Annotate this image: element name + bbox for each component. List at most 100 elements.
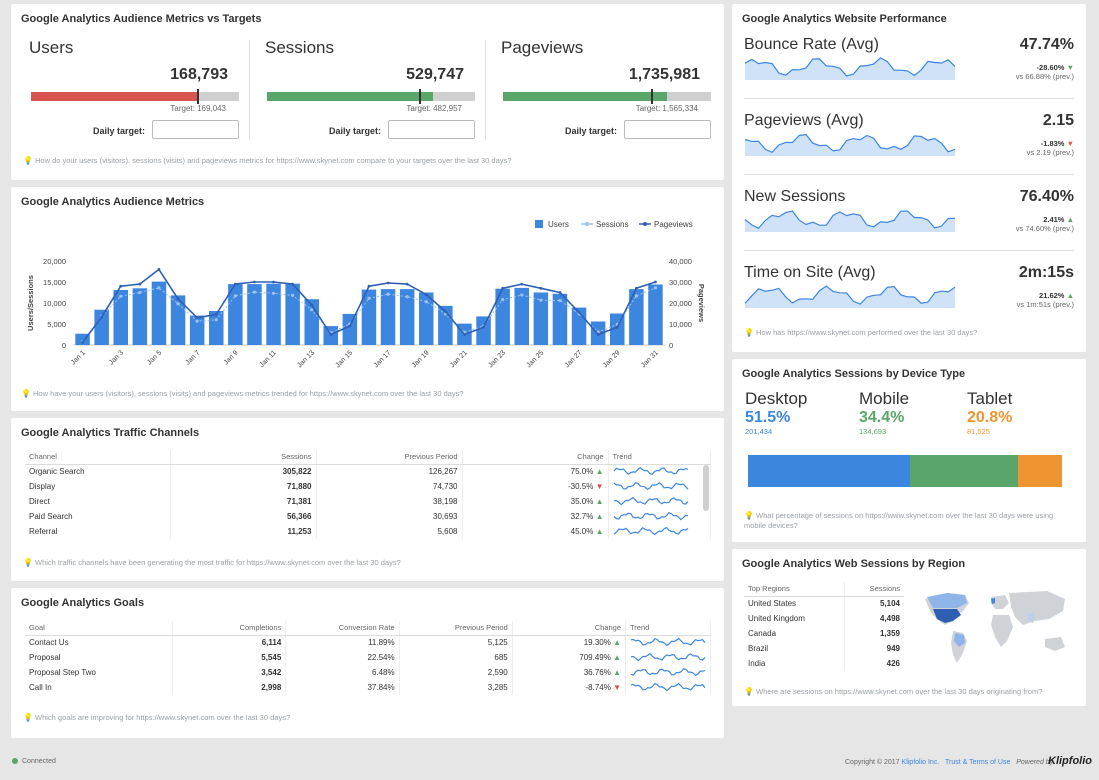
point-sessions <box>386 292 390 296</box>
perf-change: 2.41% ▲ <box>1043 215 1074 224</box>
table-row[interactable]: Call In 2,998 37.84% 3,285 -8.74% ▼ <box>25 680 711 695</box>
traffic-title: Google Analytics Traffic Channels <box>21 427 200 439</box>
sparkline-line <box>744 57 956 77</box>
powered-by-text: Powered by <box>1016 759 1054 766</box>
col-previous[interactable]: Previous Period <box>316 450 463 465</box>
traffic-hint: 💡 Which traffic channels have been genera… <box>23 558 401 567</box>
daily-target-input[interactable] <box>152 120 239 139</box>
table-row[interactable]: Referral 11,253 5,608 45.0% ▲ <box>25 524 711 539</box>
channel-name: Display <box>25 479 171 494</box>
point-sessions <box>233 294 237 298</box>
point-pageviews <box>577 311 581 314</box>
point-sessions <box>367 296 371 300</box>
metric-users: Users 168,793 Target: 169,043 Daily targ… <box>23 38 239 148</box>
previous-value: 2,590 <box>399 665 513 680</box>
x-tick-label: Jan 1 <box>70 349 87 366</box>
col-channel[interactable]: Channel <box>25 450 171 465</box>
sparkline <box>613 481 688 490</box>
perf-previous: vs 1m:51s (prev.) <box>1016 300 1074 309</box>
col-change[interactable]: Change <box>512 621 627 636</box>
regions-hint: 💡 Where are sessions on https://www.skyne… <box>744 687 1042 696</box>
sparkline <box>613 466 688 475</box>
channel-name: Referral <box>25 524 171 539</box>
daily-target-label: Daily target: <box>93 126 146 136</box>
canada-region <box>927 593 967 608</box>
daily-target-input[interactable] <box>624 120 711 139</box>
goals-title: Google Analytics Goals <box>21 597 145 609</box>
table-row[interactable]: Display 71,880 74,730 -30.5% ▼ <box>25 479 711 494</box>
point-sessions <box>157 286 161 290</box>
perf-name: Bounce Rate (Avg) <box>744 36 879 53</box>
table-row[interactable]: Contact Us 6,114 11.89% 5,125 19.30% ▲ <box>25 635 711 650</box>
bar-users <box>209 311 224 345</box>
arrow-down-icon: ▼ <box>613 683 621 692</box>
table-row[interactable]: Canada 1,359 <box>744 626 904 641</box>
daily-target-input[interactable] <box>388 120 475 139</box>
table-row[interactable]: Proposal Step Two 3,542 6.48% 2,590 36.76% ▲ <box>25 665 711 680</box>
device-bar-segment-mobile[interactable] <box>909 455 1018 487</box>
table-row[interactable]: Brazil 949 <box>744 641 904 656</box>
company-link[interactable]: Klipfolio Inc. <box>901 759 940 766</box>
table-row[interactable]: United Kingdom 4,498 <box>744 611 904 626</box>
table-row[interactable]: Organic Search 305,822 126,267 75.0% ▲ <box>25 464 711 479</box>
hint-text: How do your users (visitors), sessions (… <box>35 156 512 165</box>
status-dot-icon <box>12 758 18 765</box>
table-row[interactable]: India 426 <box>744 656 904 671</box>
col-change[interactable]: Change <box>462 450 609 465</box>
col-sessions[interactable]: Sessions <box>844 582 904 597</box>
sparkline <box>744 57 956 80</box>
point-pageviews <box>520 282 524 286</box>
col-previous[interactable]: Previous Period <box>399 621 513 636</box>
legend-label: Users <box>548 220 569 229</box>
arrow-up-icon: ▲ <box>1066 291 1074 300</box>
sparkline-line <box>613 526 688 535</box>
x-tick-label: Jan 21 <box>449 349 469 369</box>
perf-value: 47.74% <box>1019 36 1074 53</box>
world-map[interactable] <box>917 581 1077 671</box>
region-sessions: 949 <box>886 644 900 653</box>
divider <box>744 250 1074 251</box>
terms-link[interactable]: Trust & Terms of Use <box>945 759 1011 766</box>
previous-value: 5,125 <box>399 635 513 650</box>
table-row[interactable]: Direct 71,381 38,198 35.0% ▲ <box>25 494 711 509</box>
channel-name: Organic Search <box>25 464 171 479</box>
bar-users <box>399 289 415 345</box>
table-row[interactable]: Paid Search 56,366 30,693 32.7% ▲ <box>25 509 711 524</box>
arrow-up-icon: ▲ <box>1066 215 1074 224</box>
col-goal[interactable]: Goal <box>25 621 173 636</box>
previous-value: 74,730 <box>316 479 463 494</box>
device-bar-segment-tablet[interactable] <box>1017 455 1062 487</box>
perf-value: 2m:15s <box>1018 264 1074 281</box>
scrollbar[interactable] <box>703 465 709 511</box>
arrow-up-icon: ▲ <box>595 512 604 521</box>
previous-value: 30,693 <box>316 509 463 524</box>
col-rate[interactable]: Conversion Rate <box>285 621 400 636</box>
goals-panel: Google Analytics Goals Goal Completions … <box>11 588 724 738</box>
perf-previous: vs 74.60% (prev.) <box>1015 224 1074 233</box>
device-desktop: Desktop 51.5% 201,434 <box>745 389 807 436</box>
point-sessions <box>539 298 543 302</box>
point-pageviews <box>195 316 199 320</box>
device-name: Mobile <box>859 389 910 408</box>
sessions-value: 71,381 <box>170 494 317 509</box>
col-sessions[interactable]: Sessions <box>170 450 317 465</box>
sessions-value: 11,253 <box>170 524 317 539</box>
copyright-text: Copyright © 2017 <box>845 759 900 766</box>
progress-fill <box>267 92 434 101</box>
device-bar-segment-desktop[interactable] <box>748 455 910 487</box>
y-tick-label: 20,000 <box>43 257 66 266</box>
col-trend: Trend <box>625 621 711 636</box>
col-region[interactable]: Top Regions <box>744 582 845 597</box>
lightbulb-icon: 💡 <box>23 713 33 722</box>
point-pageviews <box>615 325 619 329</box>
bar-users <box>266 283 281 345</box>
bar-users <box>228 284 243 345</box>
table-row[interactable]: United States 5,104 <box>744 596 904 611</box>
col-completions[interactable]: Completions <box>172 621 287 636</box>
klipfolio-logo[interactable]: Klipfolio <box>1048 755 1092 767</box>
table-row[interactable]: Proposal 5,545 22.54% 685 709.49% ▲ <box>25 650 711 665</box>
conversion-rate: 22.54% <box>285 650 400 665</box>
region-sessions: 4,498 <box>879 614 900 623</box>
completions-value: 5,545 <box>172 650 287 665</box>
bar-users <box>75 333 90 345</box>
